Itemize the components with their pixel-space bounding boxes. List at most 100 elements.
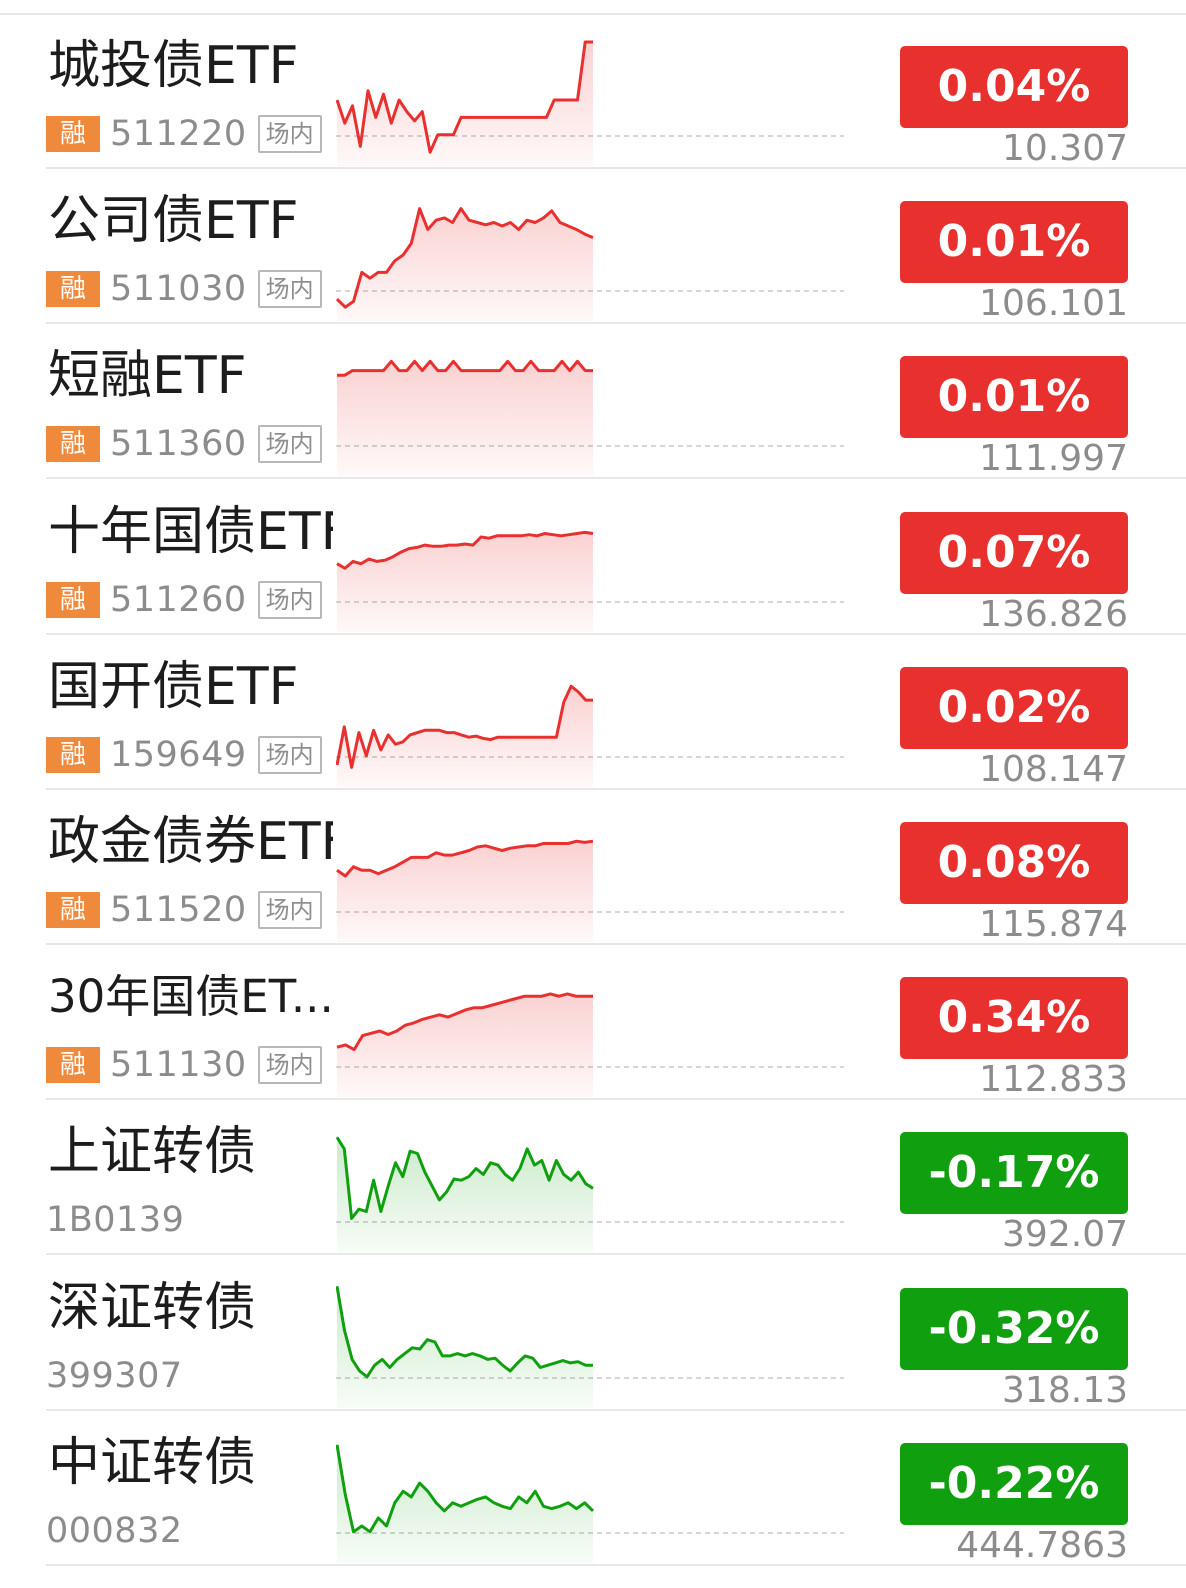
row-divider [46, 167, 1186, 169]
margin-badge: 融 [46, 116, 100, 152]
change-percent-badge[interactable]: 0.07% [900, 511, 1128, 594]
security-name: 深证转债 [48, 1277, 257, 1338]
sparkline-area [337, 208, 593, 322]
security-name: 十年国债ETF [48, 501, 333, 562]
change-percent-badge[interactable]: 0.01% [900, 201, 1128, 284]
last-price: 108.147 [979, 748, 1128, 790]
change-percent-badge[interactable]: 0.02% [900, 666, 1128, 749]
security-meta: 融 511220 场内 [46, 114, 322, 154]
security-name: 上证转债 [48, 1122, 257, 1183]
security-code: 511130 [110, 1045, 247, 1086]
row-divider [46, 1098, 1186, 1101]
sparkline-area [337, 1137, 593, 1253]
row-divider [46, 477, 1186, 480]
sparkline-line [336, 207, 594, 309]
security-name: 政金债券ETF [48, 812, 333, 872]
list-item[interactable]: 中证转债 000832 -0.22% 444.7863 [0, 1411, 1186, 1566]
sparkline-line [336, 1444, 595, 1534]
sparkline-area [337, 42, 593, 166]
margin-badge: 融 [46, 736, 100, 773]
security-code: 511260 [110, 579, 247, 620]
intraday-sparkline [336, 530, 844, 632]
last-price: 106.101 [979, 283, 1128, 325]
security-code: 511520 [110, 890, 247, 930]
intraday-sparkline [336, 207, 844, 322]
list-item[interactable]: 政金债券ETF 融 511520 场内 0.08% 115.874 [0, 790, 1186, 945]
list-item[interactable]: 公司债ETF 融 511030 场内 0.01% 106.101 [0, 169, 1186, 325]
security-code: 159649 [110, 734, 247, 775]
security-name: 30年国债ET... [48, 970, 333, 1024]
venue-tag: 场内 [257, 115, 322, 153]
margin-badge: 融 [46, 892, 100, 928]
last-price: 112.833 [979, 1059, 1128, 1101]
intraday-sparkline [336, 1444, 844, 1563]
intraday-sparkline [336, 40, 844, 166]
change-percent-badge[interactable]: 0.08% [900, 822, 1128, 904]
last-price: 392.07 [1002, 1214, 1128, 1256]
security-meta: 399307 [46, 1356, 183, 1396]
intraday-sparkline [336, 1136, 844, 1253]
security-name: 中证转债 [48, 1432, 257, 1493]
security-meta: 融 511260 场内 [46, 580, 322, 620]
security-meta: 融 511360 场内 [46, 424, 322, 464]
sparkline-line [336, 1136, 594, 1221]
sparkline-area [337, 1285, 593, 1408]
intraday-sparkline [336, 1285, 844, 1408]
row-divider [46, 1563, 1186, 1566]
security-name: 国开债ETF [48, 656, 299, 717]
security-name: 城投债ETF [48, 36, 299, 96]
security-code: 511030 [110, 269, 247, 310]
last-price: 136.826 [979, 593, 1128, 635]
sparkline-area [337, 361, 593, 477]
last-price: 111.997 [979, 438, 1128, 480]
intraday-sparkline [336, 839, 844, 942]
sparkline-area [337, 1444, 593, 1563]
list-item[interactable]: 十年国债ETF 融 511260 场内 0.07% 136.826 [0, 480, 1186, 635]
intraday-sparkline [336, 684, 844, 787]
list-item[interactable]: 30年国债ET... 融 511130 场内 0.34% 112.833 [0, 945, 1186, 1101]
row-divider [46, 943, 1186, 945]
venue-tag: 场内 [257, 891, 322, 929]
venue-tag: 场内 [257, 270, 322, 309]
row-divider [46, 787, 1186, 790]
security-name: 短融ETF [48, 346, 247, 407]
last-price: 10.307 [1002, 128, 1128, 169]
venue-tag: 场内 [257, 1046, 322, 1085]
sparkline-area [337, 994, 593, 1098]
sparkline-line [336, 684, 593, 769]
list-item[interactable]: 上证转债 1B0139 -0.17% 392.07 [0, 1100, 1186, 1256]
security-meta: 融 511130 场内 [46, 1045, 322, 1085]
change-percent-badge[interactable]: 0.01% [900, 356, 1128, 439]
margin-badge: 融 [46, 426, 100, 463]
security-name: 公司债ETF [48, 191, 299, 252]
last-price: 318.13 [1002, 1369, 1128, 1411]
row-divider [46, 322, 1186, 325]
venue-tag: 场内 [257, 580, 322, 619]
security-meta: 融 511030 场内 [46, 269, 322, 309]
last-price: 115.874 [979, 904, 1128, 945]
sparkline-line [336, 530, 594, 570]
security-meta: 融 511520 场内 [46, 890, 322, 930]
row-divider [46, 1253, 1186, 1256]
security-meta: 融 159649 场内 [46, 735, 322, 775]
sparkline-area [337, 841, 593, 942]
change-percent-badge[interactable]: 0.04% [900, 46, 1128, 128]
intraday-sparkline [336, 992, 844, 1098]
change-percent-badge[interactable]: -0.17% [900, 1132, 1128, 1215]
list-item[interactable]: 短融ETF 融 511360 场内 0.01% 111.997 [0, 324, 1186, 480]
change-percent-badge[interactable]: -0.22% [900, 1442, 1128, 1525]
security-code: 1B0139 [46, 1200, 185, 1241]
security-meta: 000832 [46, 1511, 183, 1551]
list-item[interactable]: 国开债ETF 融 159649 场内 0.02% 108.147 [0, 635, 1186, 790]
margin-badge: 融 [46, 581, 100, 618]
change-percent-badge[interactable]: 0.34% [900, 977, 1128, 1060]
venue-tag: 场内 [257, 425, 322, 464]
sparkline-line [336, 1285, 593, 1378]
list-item[interactable]: 城投债ETF 融 511220 场内 0.04% 10.307 [0, 14, 1186, 169]
change-percent-badge[interactable]: -0.32% [900, 1287, 1128, 1370]
security-meta: 1B0139 [46, 1200, 184, 1240]
list-item[interactable]: 深证转债 399307 -0.32% 318.13 [0, 1256, 1186, 1411]
margin-badge: 融 [46, 1047, 100, 1084]
sparkline-line [336, 992, 593, 1052]
security-code: 399307 [46, 1355, 183, 1396]
